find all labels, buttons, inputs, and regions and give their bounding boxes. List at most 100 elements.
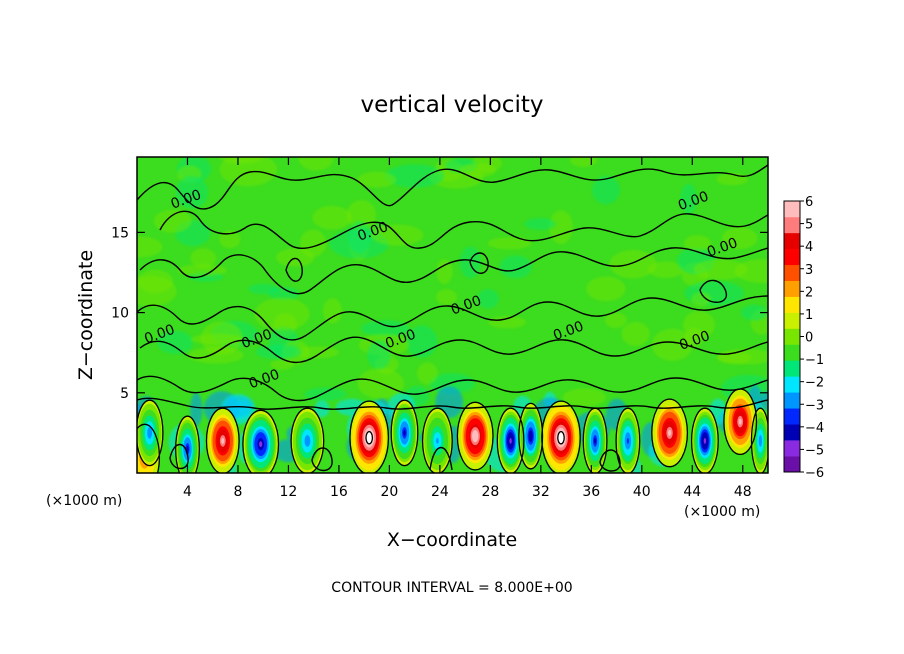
field-patch	[499, 255, 533, 279]
cell-band	[259, 441, 263, 448]
contour-line	[429, 447, 453, 471]
cell-band	[436, 438, 439, 444]
field-patch	[740, 304, 768, 321]
colorbar-swatch	[784, 264, 800, 281]
y-axis: 5 10 15	[111, 225, 768, 402]
downdraft-cell	[691, 408, 719, 473]
x-tick-label: 12	[280, 484, 298, 500]
colorbar-tick-label: −2	[805, 376, 824, 391]
cell-core-contour	[557, 430, 565, 445]
cell-contour	[421, 407, 453, 473]
chart-title: vertical velocity	[361, 92, 544, 118]
cell-contour	[205, 407, 240, 473]
contour-line	[699, 279, 727, 303]
field-patch	[177, 264, 227, 277]
zero-contours	[137, 164, 768, 472]
colorbar: 6 5 4 3 2 1 0 −1 −2 −3 −4 −5 −6	[783, 195, 824, 481]
x-axis: 4 8 12 16 20 24 28 32 36 40 44 48	[183, 157, 752, 500]
colorbar-tick-label: 4	[805, 240, 813, 255]
x-tick-label: 4	[183, 484, 192, 500]
colorbar-swatch	[784, 201, 800, 218]
downdraft-cell	[497, 408, 524, 473]
x-unit-label-left: (×1000 m)	[46, 493, 122, 509]
y-tick-label: 5	[120, 386, 129, 402]
cell-contour	[456, 401, 494, 471]
cell-contour	[723, 388, 758, 456]
field-patch	[298, 157, 334, 171]
field-patch	[137, 269, 173, 293]
field-patch	[459, 163, 497, 178]
cell-core-contour	[365, 430, 374, 445]
x-tick-label: 8	[233, 484, 242, 500]
colorbar-tick-label: 5	[805, 218, 813, 233]
y-axis-label: Z−coordinate	[75, 250, 97, 380]
colorbar-tick-label: 3	[805, 263, 813, 278]
cell-band	[473, 433, 477, 440]
cell-contour	[137, 399, 164, 467]
y-tick-label: 15	[111, 225, 129, 241]
downdraft-cell	[243, 411, 279, 473]
x-unit-label-right: (×1000 m)	[684, 504, 760, 520]
colorbar-swatch	[784, 456, 800, 473]
colorbar-swatch	[784, 296, 800, 313]
downdraft-cell	[583, 408, 607, 473]
field-patch	[190, 248, 217, 268]
contour-line	[137, 397, 768, 410]
downdraft-cell	[391, 400, 418, 465]
field-patch	[219, 230, 241, 249]
field-patch	[312, 205, 352, 230]
contour-line	[311, 447, 333, 472]
x-tick-label: 40	[633, 484, 651, 500]
field-patch	[153, 209, 192, 233]
field-patch	[436, 289, 457, 306]
field-patch	[385, 164, 445, 188]
cell-contour	[349, 400, 390, 473]
field-patch	[693, 259, 748, 280]
field-patch	[621, 321, 650, 346]
cell-band	[148, 430, 151, 436]
colorbar-tick-label: 6	[805, 195, 813, 210]
field-patch	[367, 340, 391, 370]
x-tick-label: 44	[683, 484, 701, 500]
x-tick-label: 16	[330, 484, 348, 500]
velocity-cells	[137, 389, 768, 473]
colorbar-tick-label: −3	[805, 398, 824, 413]
field-patch	[361, 320, 410, 337]
colorbar-swatch	[784, 344, 800, 361]
updraft-cell	[542, 401, 580, 473]
x-tick-label: 28	[481, 484, 499, 500]
colorbar-swatch	[784, 280, 800, 297]
contour-line	[139, 336, 768, 363]
x-axis-label: X−coordinate	[387, 529, 517, 551]
field-patch	[569, 157, 597, 167]
colorbar-swatch	[784, 232, 800, 250]
cell-contour	[615, 407, 641, 473]
downdraft-cell	[291, 408, 324, 473]
contour-interval-note: CONTOUR INTERVAL = 8.000E+00	[331, 580, 572, 596]
updraft-cell	[206, 408, 239, 473]
contour-line	[159, 210, 768, 250]
colorbar-tick-label: −5	[805, 443, 824, 458]
colorbar-swatch	[784, 376, 800, 393]
cell-band	[403, 430, 406, 436]
contour-line	[469, 252, 489, 274]
updraft-cell	[652, 399, 687, 466]
colorbar-tick-label: 1	[805, 308, 813, 323]
field-patch	[346, 200, 376, 230]
field-patch	[562, 388, 606, 407]
cell-band	[759, 438, 762, 444]
field-patch	[680, 183, 697, 214]
cell-contour	[390, 399, 419, 467]
plot-frame	[136, 156, 769, 474]
field-patch	[417, 362, 438, 385]
cell-contour	[290, 407, 325, 473]
cell-contour	[175, 415, 200, 473]
x-tick-label: 32	[532, 484, 550, 500]
cell-contour	[750, 407, 768, 473]
field-patch	[716, 173, 748, 186]
cell-core	[557, 431, 565, 444]
cell-core	[366, 431, 373, 444]
colorbar-swatch	[784, 408, 800, 425]
field-patch	[428, 373, 475, 395]
field-patch	[648, 261, 684, 278]
